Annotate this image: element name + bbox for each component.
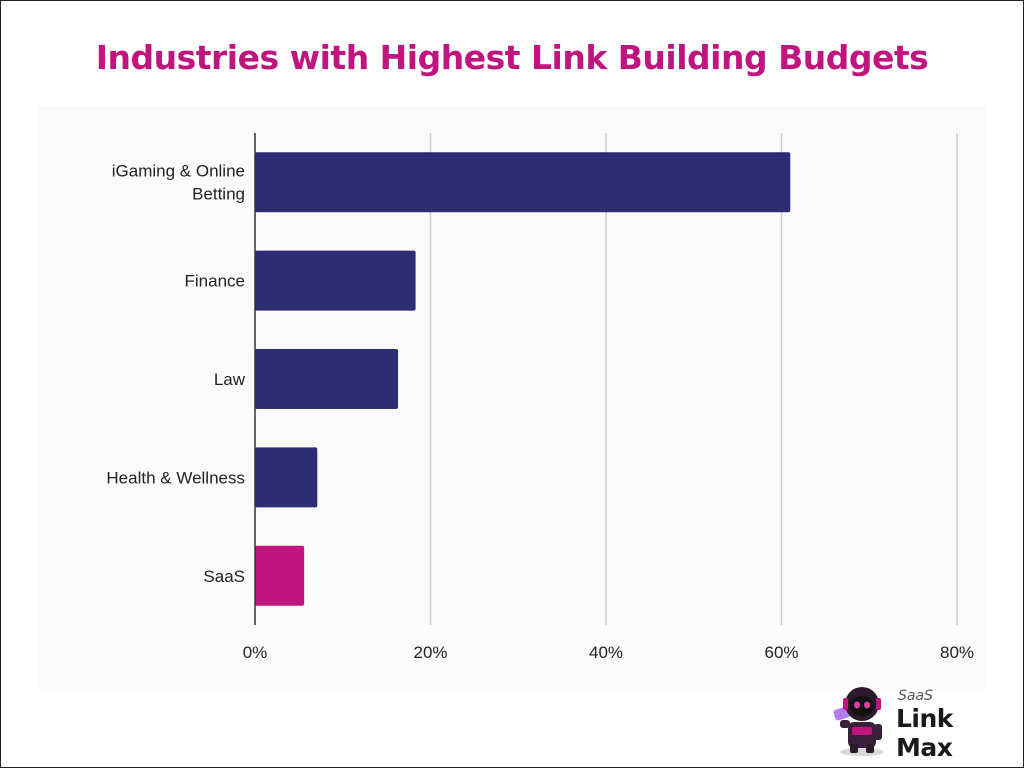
bar-finance bbox=[255, 250, 416, 311]
bar-saas bbox=[255, 545, 305, 606]
category-label: Betting bbox=[192, 185, 245, 204]
x-tick-label: 0% bbox=[243, 643, 268, 662]
category-label: Health & Wellness bbox=[106, 468, 245, 487]
category-label: SaaS bbox=[203, 567, 245, 586]
x-tick-label: 60% bbox=[764, 643, 798, 662]
logo-big-text: Link Max bbox=[896, 704, 953, 762]
brand-logo: SaaS Link Max bbox=[826, 680, 1016, 762]
grid-layer bbox=[429, 133, 958, 625]
chart-title: Industries with Highest Link Building Bu… bbox=[95, 38, 929, 77]
robot-mascot-icon bbox=[833, 687, 884, 756]
x-tick-label: 40% bbox=[589, 643, 623, 662]
bar-layer bbox=[255, 152, 791, 606]
x-tick-label: 20% bbox=[413, 643, 447, 662]
category-label: iGaming & Online bbox=[112, 162, 245, 181]
category-label: Law bbox=[214, 370, 246, 389]
logo-small-text: SaaS bbox=[898, 688, 933, 704]
bar-igaming-online-betting bbox=[255, 152, 791, 213]
category-label: Finance bbox=[185, 272, 245, 291]
bar-law bbox=[255, 349, 399, 409]
category-label-layer: iGaming & Online Betting Finance Law Health … bbox=[106, 162, 245, 586]
x-tick-layer: 0% 20% 40% 60% 80% bbox=[243, 643, 974, 662]
x-tick-label: 80% bbox=[940, 643, 974, 662]
bar-health-wellness bbox=[255, 447, 318, 508]
